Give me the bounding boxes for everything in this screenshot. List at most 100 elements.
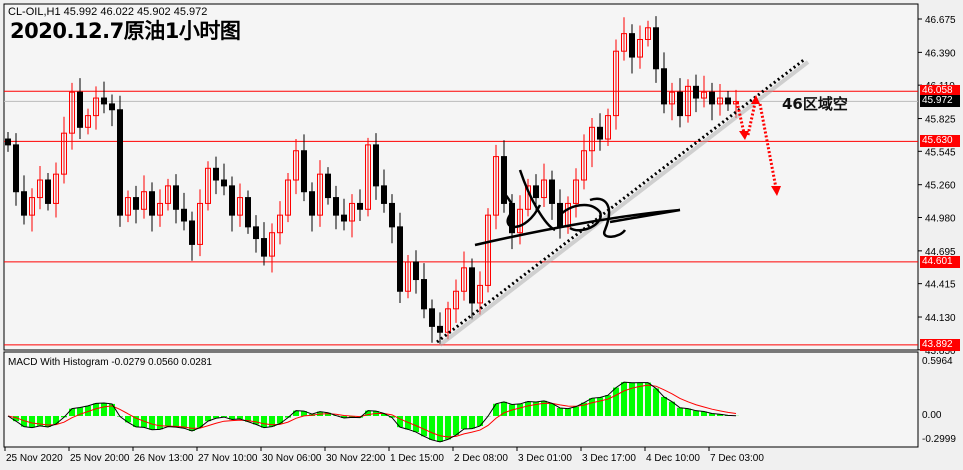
candle-bear: [693, 85, 699, 99]
histogram-bar: [669, 401, 675, 416]
candle-bear: [533, 185, 539, 199]
macd-tick: -0.2999: [922, 434, 956, 445]
candle-bull: [485, 214, 491, 286]
candle-bear: [429, 308, 435, 327]
y-tick-label: 44.695: [925, 247, 956, 258]
histogram-bar: [293, 410, 299, 416]
histogram-bar: [677, 407, 683, 416]
candle-bull: [285, 179, 291, 216]
histogram-bar: [269, 416, 275, 427]
histogram-bar: [109, 403, 115, 416]
histogram-bar: [341, 416, 347, 418]
candle-bull: [85, 115, 91, 128]
candle-bull: [157, 202, 163, 216]
histogram-bar: [549, 403, 555, 416]
histogram-bar: [589, 398, 595, 416]
histogram-bar: [381, 413, 387, 416]
candle-bull: [573, 179, 579, 204]
candle-bear: [301, 150, 307, 193]
chart-title: 2020.12.7原油1小时图: [10, 19, 241, 43]
arrowhead-icon: [751, 95, 760, 104]
histogram-bar: [37, 416, 43, 426]
histogram-bar: [525, 401, 531, 416]
histogram-bar: [29, 416, 35, 428]
y-tick-label: 44.980: [925, 213, 956, 224]
x-tick-label: 2 Dec 08:00: [454, 453, 508, 464]
candle-bear: [109, 103, 115, 111]
candle-bear: [21, 191, 27, 216]
candle-bear: [133, 197, 139, 210]
candle-bull: [125, 197, 131, 216]
candle-bull: [621, 33, 627, 52]
histogram-bar: [389, 416, 395, 418]
histogram-bar: [173, 416, 179, 428]
candle-bear: [653, 27, 659, 70]
candle-bear: [221, 179, 227, 187]
histogram-bar: [685, 408, 691, 416]
candle-bull: [349, 202, 355, 222]
y-tick-label: 45.825: [925, 115, 956, 126]
histogram-bar: [325, 412, 331, 416]
candle-bear: [77, 91, 83, 128]
x-tick-label: 30 Nov 06:00: [262, 453, 322, 464]
candle-bear: [149, 191, 155, 216]
candle-bear: [661, 68, 667, 105]
y-tick-label: 45.545: [925, 147, 956, 158]
histogram-bar: [213, 416, 219, 419]
histogram-bar: [437, 416, 443, 442]
candle-bear: [245, 197, 251, 228]
histogram-bar: [237, 416, 243, 419]
histogram-bar: [701, 411, 707, 416]
main-pane[interactable]: [3, 3, 919, 351]
histogram-bar: [605, 395, 611, 416]
candle-bear: [597, 126, 603, 140]
histogram-bar: [629, 382, 635, 416]
candle-bull: [605, 115, 611, 140]
histogram-bar: [541, 400, 547, 416]
histogram-bar: [197, 416, 203, 428]
x-tick-label: 7 Dec 03:00: [710, 453, 764, 464]
histogram-bar: [245, 416, 251, 422]
candle-bull: [669, 91, 675, 105]
histogram-bar: [101, 402, 107, 416]
histogram-bar: [453, 416, 459, 436]
histogram-bar: [165, 416, 171, 427]
histogram-bar: [157, 416, 163, 430]
x-tick-label: 27 Nov 10:00: [198, 453, 258, 464]
histogram-bar: [557, 407, 563, 416]
candle-bear: [413, 261, 419, 281]
histogram-bar: [205, 416, 211, 422]
x-tick-label: 25 Nov 20:00: [70, 453, 130, 464]
candle-bear: [261, 238, 267, 257]
histogram-bar: [533, 401, 539, 416]
histogram-bar: [429, 416, 435, 440]
candle-bull: [277, 214, 283, 234]
y-tick-label: 45.260: [925, 181, 956, 192]
histogram-bar: [229, 416, 235, 420]
histogram-bar: [85, 405, 91, 416]
candle-bull: [141, 191, 147, 210]
candle-bear: [13, 144, 19, 193]
histogram-bar: [93, 403, 99, 416]
histogram-bar: [477, 416, 483, 426]
candle-bull: [61, 132, 67, 175]
histogram-bar: [77, 407, 83, 416]
support-trendline[interactable]: [436, 57, 806, 344]
price-tag: 43.892: [920, 338, 960, 351]
macd-tick: 0.00: [922, 410, 942, 421]
symbol-info: CL-OIL,H1 45.992 46.022 45.902 45.972: [8, 6, 208, 18]
macd-line: [7, 381, 737, 443]
x-tick-label: 4 Dec 10:00: [646, 453, 700, 464]
candle-bear: [397, 226, 403, 292]
macd-tick: 0.5964: [922, 356, 953, 367]
signature-watermark: [474, 169, 681, 247]
candle-bull: [637, 38, 643, 58]
histogram-bar: [69, 408, 75, 416]
price-tag: 45.630: [920, 135, 960, 148]
candle-bear: [709, 91, 715, 105]
histogram-bar: [653, 388, 659, 416]
candle-bull: [269, 232, 275, 257]
arrowhead-icon: [739, 131, 749, 140]
candle-bull: [717, 97, 723, 105]
